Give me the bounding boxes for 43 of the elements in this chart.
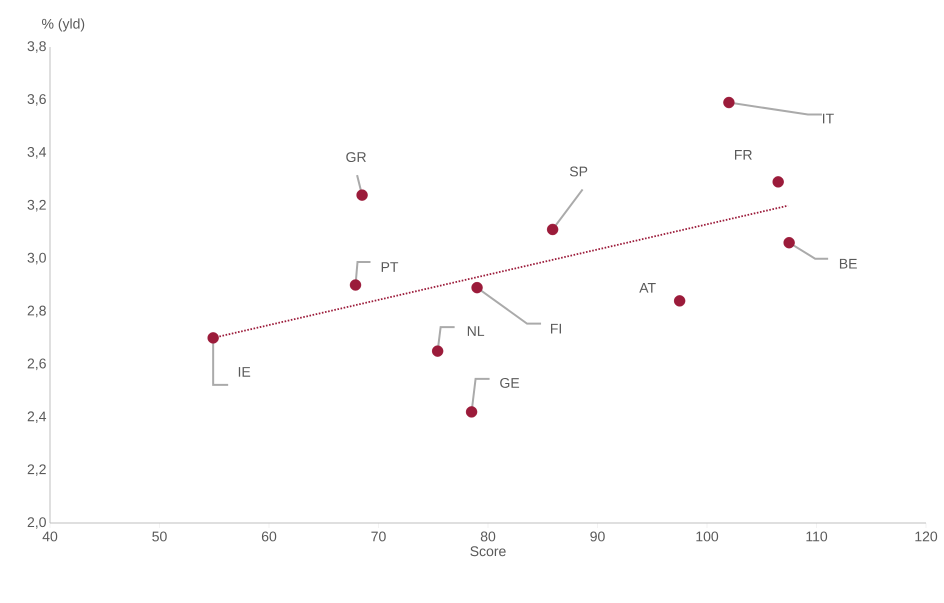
x-tick-label: 120 (915, 532, 938, 542)
annotation: SP (570, 166, 588, 176)
x-tick-label: 90 (590, 532, 605, 542)
y-axis-title: % (yld) (42, 18, 84, 32)
annotation: FI (550, 324, 561, 334)
annotation: AT (639, 283, 656, 293)
point (207, 332, 219, 344)
point (783, 236, 795, 248)
x-tick-label: 110 (806, 532, 828, 542)
annotation: NL (468, 326, 484, 336)
annotation: IT (822, 114, 834, 124)
y-tick-label: 3,8 (28, 41, 46, 53)
y-tick-label: 2,6 (28, 358, 46, 370)
point (356, 189, 368, 201)
x-axis-title: Score (470, 546, 506, 556)
annotation: FR (735, 150, 752, 160)
y-tick-label: 2,0 (28, 517, 46, 529)
y-tick-label: 2,8 (28, 306, 46, 318)
y-tick-label: 3,2 (28, 200, 46, 212)
y-tick-label: 3,4 (28, 146, 46, 159)
annotation: GE (500, 378, 520, 388)
annotation: GR (346, 152, 366, 162)
point (432, 345, 444, 357)
y-tick-label: 2,4 (28, 411, 46, 424)
point (466, 406, 478, 418)
point (350, 279, 362, 291)
annotation: PT (382, 262, 398, 272)
x-tick-label: 100 (696, 532, 718, 542)
x-tick-label: 70 (371, 532, 386, 542)
y-tick-label: 3,6 (28, 94, 46, 106)
y-tick-label: 2,2 (28, 464, 46, 476)
annotation: BE (840, 258, 857, 268)
point (772, 176, 784, 188)
point (723, 96, 735, 108)
x-tick-label: 80 (480, 532, 496, 542)
point (546, 224, 558, 236)
x-tick-label: 60 (262, 532, 276, 542)
point (674, 295, 686, 307)
point (471, 282, 483, 294)
annotation: IE (238, 367, 250, 377)
x-tick-label: 40 (42, 532, 58, 542)
y-tick-label: 3,0 (28, 252, 46, 264)
x-tick-label: 50 (152, 532, 167, 542)
